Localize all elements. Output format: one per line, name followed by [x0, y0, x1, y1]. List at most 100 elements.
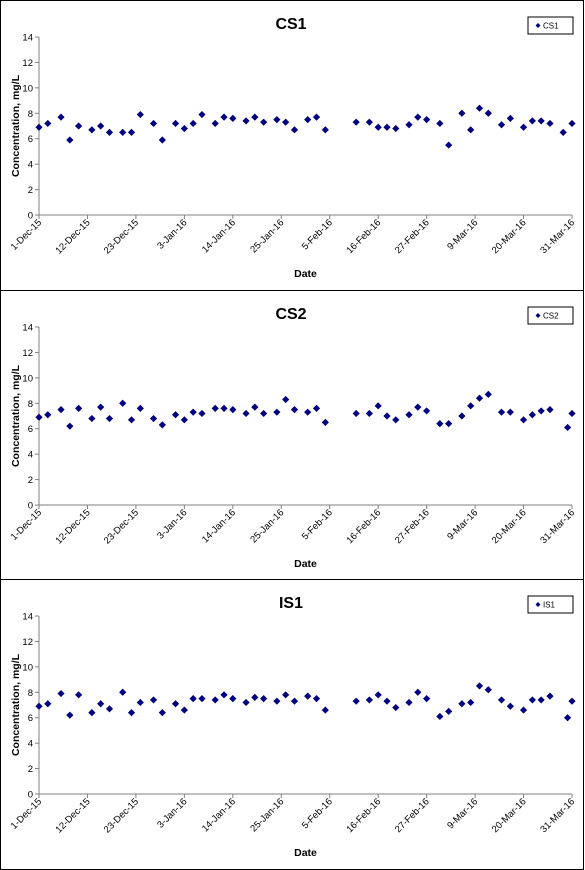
data-point [149, 414, 158, 423]
y-tick-label: 2 [28, 764, 33, 775]
x-tick-label: 23-Dec-15 [102, 217, 141, 256]
chart-panel-cs1: CS1 0 2 4 6 8 10 12 14 1-Dec-15 12-Dec-15 23-Dec-15… [0, 0, 584, 291]
data-point [282, 395, 290, 404]
data-point [423, 407, 431, 415]
data-point [383, 412, 391, 420]
data-point [158, 136, 166, 144]
data-point [127, 709, 136, 717]
data-point [273, 697, 281, 705]
data-point [537, 407, 545, 415]
data-point [251, 113, 259, 121]
data-point [97, 122, 105, 130]
legend-marker [535, 23, 541, 28]
data-point [198, 409, 206, 418]
y-tick-label: 0 [28, 501, 33, 512]
x-axis-title: Date [294, 847, 317, 859]
data-point [282, 691, 290, 699]
data-point [35, 702, 43, 710]
data-point [119, 399, 127, 407]
x-tick-label: 5-Feb-16 [300, 507, 335, 542]
y-tick-label: 0 [28, 211, 33, 222]
data-point [528, 117, 536, 125]
data-point [180, 706, 188, 714]
y-tick-label: 6 [28, 134, 33, 145]
data-point [105, 705, 114, 713]
x-tick-label: 20-Mar-16 [490, 796, 529, 835]
data-point [66, 136, 74, 144]
legend-marker [535, 602, 541, 607]
data-point [242, 117, 250, 125]
y-tick-label: 2 [28, 475, 33, 486]
x-tick-label: 12-Dec-15 [53, 796, 92, 835]
data-point [136, 404, 144, 412]
data-point [497, 696, 506, 704]
data-point [180, 416, 188, 424]
x-tick-label: 27-Feb-16 [393, 217, 432, 256]
data-point [458, 412, 466, 420]
y-tick-label: 4 [28, 450, 33, 461]
y-axis-title: Concentration, mg/L [10, 653, 22, 756]
data-point [436, 119, 444, 128]
data-point [506, 114, 514, 122]
data-point [198, 110, 206, 119]
data-point [220, 691, 228, 699]
data-point [475, 104, 484, 112]
data-point [528, 696, 536, 704]
x-tick-label: 9-Mar-16 [445, 507, 480, 542]
data-point [484, 686, 492, 694]
x-axis-title: Date [294, 268, 317, 280]
data-point [229, 114, 237, 122]
data-point [171, 700, 180, 708]
data-point [220, 404, 228, 412]
data-point [260, 118, 268, 126]
x-tick-label: 1-Dec-15 [9, 217, 44, 252]
data-point [149, 696, 158, 704]
data-point [88, 126, 96, 134]
data-point [546, 119, 554, 128]
data-point [35, 123, 43, 131]
x-tick-label: 23-Dec-15 [102, 796, 141, 835]
data-point [260, 409, 268, 418]
data-point [127, 128, 136, 136]
data-point [519, 123, 528, 131]
data-point [467, 402, 475, 410]
data-point [105, 414, 114, 423]
data-point [75, 404, 83, 412]
data-point [242, 409, 250, 418]
x-tick-label: 1-Dec-15 [9, 507, 44, 542]
data-point [414, 688, 422, 696]
data-point [304, 692, 312, 700]
data-point [66, 422, 74, 430]
x-tick-label: 27-Feb-16 [393, 507, 432, 546]
y-tick-label: 12 [22, 637, 33, 648]
y-tick-label: 14 [22, 612, 33, 623]
data-point [321, 418, 329, 426]
data-point [44, 411, 52, 419]
y-tick-label: 2 [28, 185, 33, 196]
x-tick-label: 3-Jan-16 [155, 507, 189, 541]
data-point [506, 702, 514, 710]
data-point [57, 113, 65, 121]
data-point [414, 113, 422, 121]
data-point [568, 697, 576, 705]
data-point [35, 413, 43, 421]
data-point [528, 411, 536, 419]
data-point [414, 403, 422, 411]
x-tick-label: 31-Mar-16 [538, 507, 577, 546]
data-point [546, 692, 554, 700]
data-point [537, 117, 545, 125]
data-point [519, 416, 528, 424]
y-tick-label: 10 [22, 662, 33, 673]
data-point [467, 126, 475, 134]
data-point [458, 700, 466, 708]
data-point [290, 697, 299, 705]
x-tick-label: 16-Feb-16 [345, 796, 384, 835]
data-point [405, 121, 413, 129]
x-tick-label: 14-Jan-16 [200, 507, 238, 545]
data-point [559, 128, 567, 136]
legend-label: CS2 [543, 312, 559, 321]
x-tick-label: 16-Feb-16 [345, 217, 384, 256]
data-point [383, 123, 391, 131]
x-tick-label: 14-Jan-16 [200, 796, 238, 834]
legend-box [527, 306, 574, 325]
